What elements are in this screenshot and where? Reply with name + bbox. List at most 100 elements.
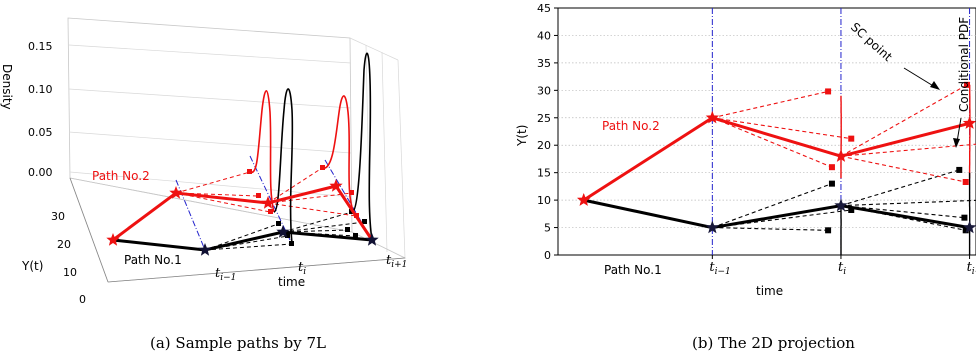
sc-point-arrowhead [930,81,940,90]
branch-line [840,199,976,207]
branch-marker [962,178,969,185]
y-tick-label: 0 [79,293,86,306]
path-star [198,243,212,256]
y-tick-label: 0 [544,249,551,262]
x-ticks-2d: ti−1 ti ti+1 [709,255,976,277]
y-tick-label: 20 [537,139,551,152]
conditional-pdf-arrow [956,117,962,143]
y-axis-label: Y(t) [515,125,529,147]
time-tick-label: ti [298,260,306,277]
z-tick-label: 0.10 [28,83,53,96]
path1-label-3d: Path No.1 [124,253,182,267]
sc-point-annotation: SC point [848,20,895,64]
branch-line [712,117,852,140]
path-stars-3d [106,179,379,256]
z-tick-label: 0.15 [28,40,53,53]
branch-marker [345,227,350,232]
path1-label: Path No.1 [604,263,662,277]
z-tick-label: 0.00 [28,166,53,179]
y-tick-label: 25 [537,112,551,125]
y-tick-label: 20 [57,238,71,251]
branch-line [840,169,960,207]
y-tick-label: 10 [63,266,77,279]
path2-label-3d: Path No.2 [92,169,150,183]
path-star [261,196,275,209]
path2-branches-3d [175,167,357,217]
branch-marker [353,233,358,238]
pdf-curves-2d [840,84,971,255]
path-star [365,233,379,246]
caption-a: (a) Sample paths by 7L [150,334,326,352]
paths-2d [582,116,970,230]
branch-marker [289,241,294,246]
y-tick-label: 40 [537,29,551,42]
density-curve-red [249,89,275,213]
path-star [329,179,343,192]
branch-marker [956,166,963,173]
back-wall-grid [68,37,406,259]
branch-marker [848,206,855,213]
branch-marker [247,169,252,174]
y-tick-label: 30 [537,84,551,97]
branch-marker [268,209,273,214]
x-tick-label: ti+1 [967,260,976,277]
y-tick-label: 10 [537,194,551,207]
time-tick-label: ti+1 [386,253,407,270]
path-star [705,220,719,234]
y-axis-label: Y(t) [21,259,43,273]
z-tick-label: 0.05 [28,126,53,139]
branch-line [712,90,829,119]
back-wall [67,17,353,233]
y-tick-label: 5 [544,222,551,235]
path2-label: Path No.2 [602,119,660,133]
branch-marker [362,219,367,224]
branch-line [712,117,833,168]
branch-marker [320,165,325,170]
z-axis-label: Density [0,64,14,110]
time-tick-label: ti−1 [215,266,236,283]
branch-marker [961,214,968,221]
x-tick-label: ti [838,260,846,277]
branch-line [840,155,966,183]
x-axis-label: time [278,275,305,289]
y-tick-label: 35 [537,57,551,70]
branch-marker [963,81,970,88]
conditional-pdf-annotation: Conditional PDF [957,17,971,112]
branch-marker [962,227,969,234]
path-star [834,198,848,212]
path-line [582,116,970,202]
path-star [962,116,976,129]
caption-b: (b) The 2D projection [692,334,855,352]
branch-line [712,227,829,231]
branch-marker [349,190,354,195]
branch-marker [276,221,281,226]
branch-line [712,183,833,229]
branch-line [840,143,976,157]
branch-line [840,84,968,157]
density-curve-black [351,52,373,241]
branch-marker [285,233,290,238]
plot-frame [557,7,976,256]
path-star [276,225,290,238]
y-tick-label: 45 [537,2,551,15]
path-star [169,186,183,199]
path-star [577,193,591,206]
x-axis-label: time [756,284,783,298]
path-star [834,149,848,162]
x-tick-label: ti−1 [709,260,730,277]
conditional-pdf-arrowhead [953,138,960,148]
branch-marker [828,164,835,171]
branch-marker [825,227,832,234]
branch-marker [848,135,855,142]
branch-marker [256,193,261,198]
path1-line-3d [112,230,373,252]
path-star [106,233,120,246]
density-curve-black [273,88,294,245]
markers-2d [577,81,976,234]
y-tick-label: 30 [51,210,65,223]
path-star [705,110,719,124]
path-star [962,220,976,234]
y-tick-label: 15 [537,167,551,180]
